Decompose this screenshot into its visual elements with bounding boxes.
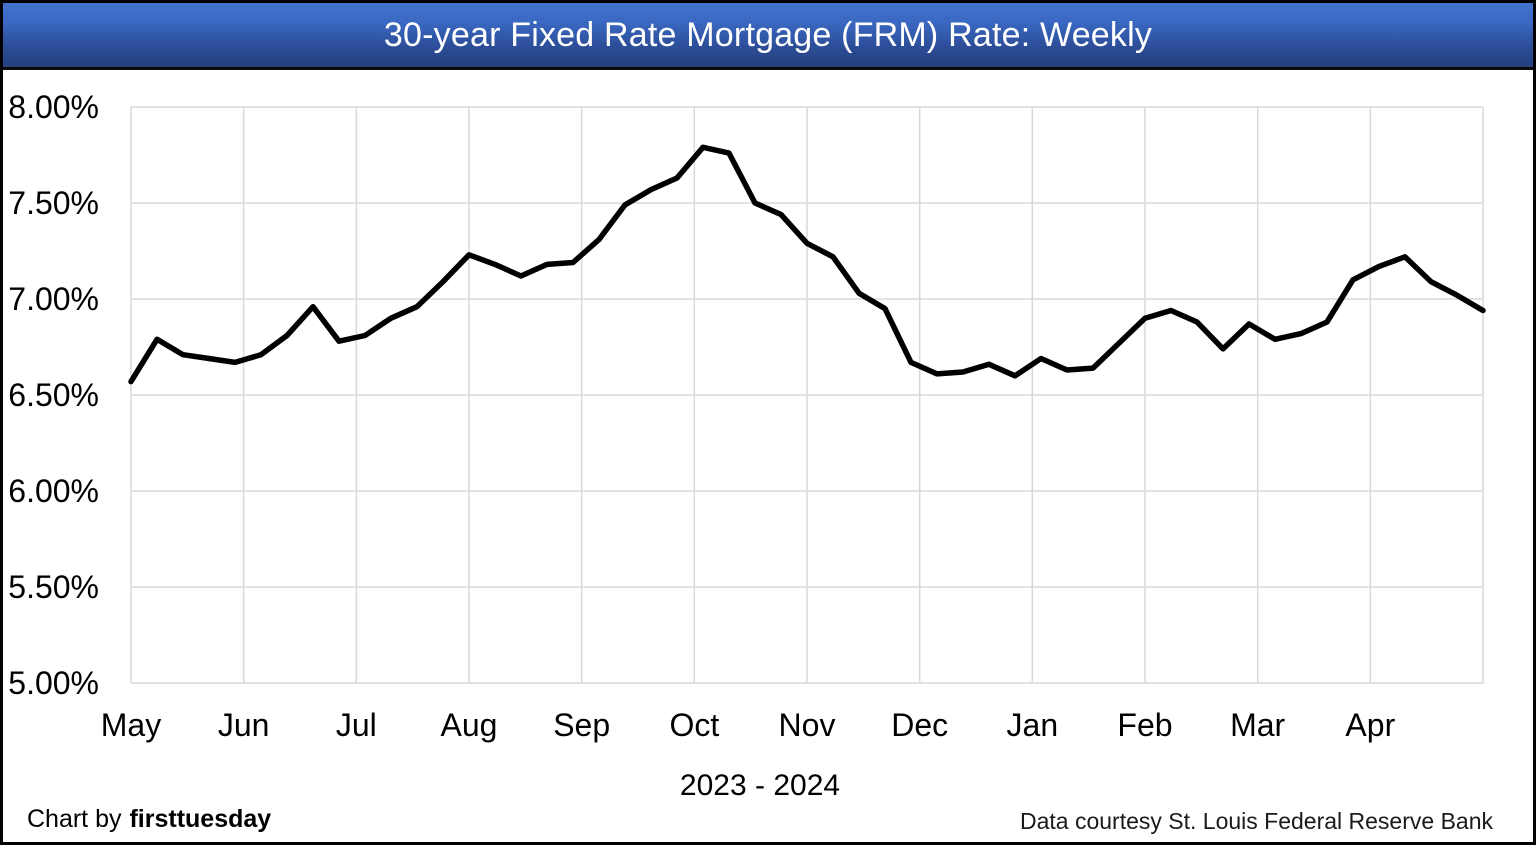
x-axis-tick-label: Nov [778, 707, 836, 743]
y-axis-tick-label: 5.50% [8, 569, 99, 605]
x-axis-tick-label: Jan [1006, 707, 1059, 743]
rate-line [128, 144, 1486, 385]
y-axis-tick-label: 8.00% [8, 89, 99, 125]
x-axis-tick-label: Jul [335, 707, 377, 743]
credit-text: Chart by firsttuesday [27, 805, 271, 834]
plot-canvas [128, 106, 1486, 684]
x-axis-tick-label: May [100, 707, 162, 743]
x-axis-tick-label: Dec [891, 707, 949, 743]
x-axis-tick-label: Apr [1345, 707, 1396, 743]
x-axis-tick-label: Oct [669, 707, 720, 743]
x-axis-tick-label: Feb [1117, 707, 1173, 743]
x-axis-title: 2023 - 2024 [679, 769, 841, 802]
y-axis-tick-label: 6.00% [8, 473, 99, 509]
y-axis-tick-label: 5.00% [8, 665, 99, 701]
x-axis-tick-label: Aug [440, 707, 498, 743]
y-axis-tick-label: 6.50% [8, 377, 99, 413]
credit-brand: firsttuesday [129, 805, 272, 833]
source-text: Data courtesy St. Louis Federal Reserve … [1019, 808, 1493, 834]
chart-title-banner: 30-year Fixed Rate Mortgage (FRM) Rate: … [3, 3, 1533, 70]
chart-title: 30-year Fixed Rate Mortgage (FRM) Rate: … [383, 15, 1153, 54]
credit-prefix: Chart by [27, 805, 122, 833]
y-axis-tick-label: 7.50% [8, 185, 99, 221]
y-axis-tick-label: 7.00% [8, 281, 99, 317]
x-axis-tick-label: Jun [217, 707, 270, 743]
x-axis-tick-label: Mar [1230, 707, 1286, 743]
x-axis-tick-label: Sep [553, 707, 611, 743]
